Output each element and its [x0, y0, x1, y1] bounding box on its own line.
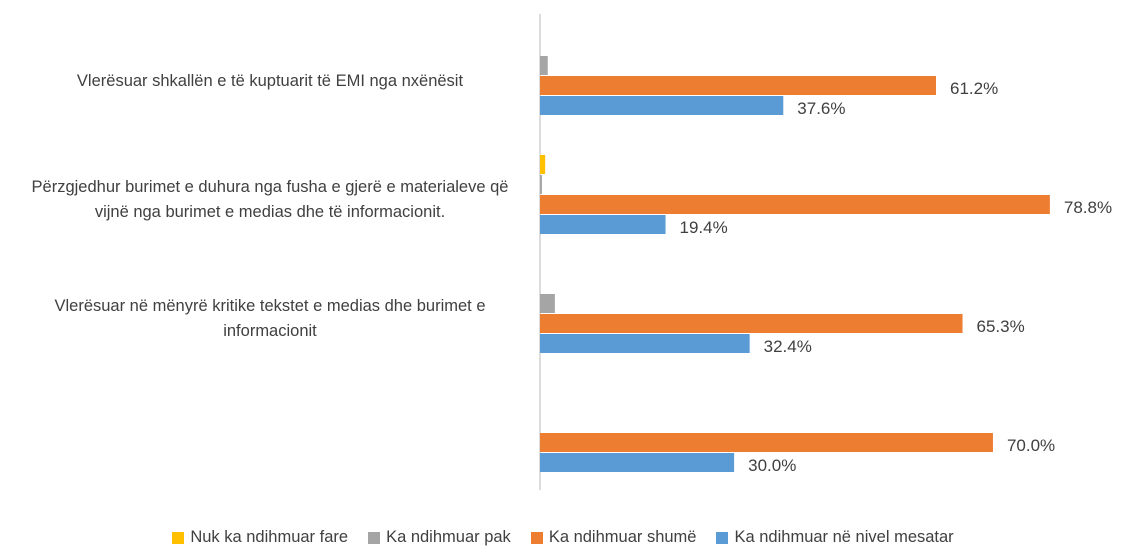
bar	[540, 175, 542, 194]
bar	[540, 96, 784, 115]
bar	[540, 453, 735, 472]
data-label: 37.6%	[797, 99, 845, 118]
bar	[540, 195, 1050, 214]
legend-swatch	[530, 531, 543, 544]
data-label: 19.4%	[680, 218, 728, 237]
bar	[540, 294, 555, 313]
bar	[540, 334, 750, 353]
legend-item: Nuk ka ndihmuar fare	[172, 528, 348, 547]
bar	[540, 314, 963, 333]
data-label: 65.3%	[977, 317, 1025, 336]
legend-swatch	[368, 531, 381, 544]
bar	[540, 155, 546, 174]
legend-item: Ka ndihmuar pak	[368, 528, 511, 547]
bar	[540, 76, 936, 95]
legend-swatch	[172, 531, 185, 544]
legend: Nuk ka ndihmuar fare Ka ndihmuar pak Ka nd…	[0, 528, 1126, 547]
category-label: Përzgjedhur burimet e duhura nga fusha e…	[31, 178, 509, 221]
category-label: Vlerësuar shkallën e të kuptuarit të EMI…	[76, 71, 464, 90]
bar	[540, 56, 548, 75]
data-label: 78.8%	[1064, 198, 1112, 217]
data-label: 32.4%	[764, 337, 812, 356]
legend-label: Nuk ka ndihmuar fare	[190, 528, 349, 546]
legend-label: Ka ndihmuar shumë	[548, 528, 697, 546]
data-label: 70.0%	[1007, 436, 1055, 455]
legend-item: Ka ndihmuar në nivel mesatar	[716, 528, 954, 547]
legend-swatch	[716, 531, 729, 544]
category-label: Vlerësuar në mënyrë kritike tekstet e me…	[54, 297, 486, 340]
legend-label: Ka ndihmuar pak	[386, 528, 511, 546]
data-label: 30.0%	[748, 456, 796, 475]
data-label: 61.2%	[950, 79, 998, 98]
legend-item: Ka ndihmuar shumë	[530, 528, 697, 547]
bar	[540, 215, 666, 234]
legend-label: Ka ndihmuar në nivel mesatar	[734, 528, 954, 546]
bar	[540, 433, 993, 452]
